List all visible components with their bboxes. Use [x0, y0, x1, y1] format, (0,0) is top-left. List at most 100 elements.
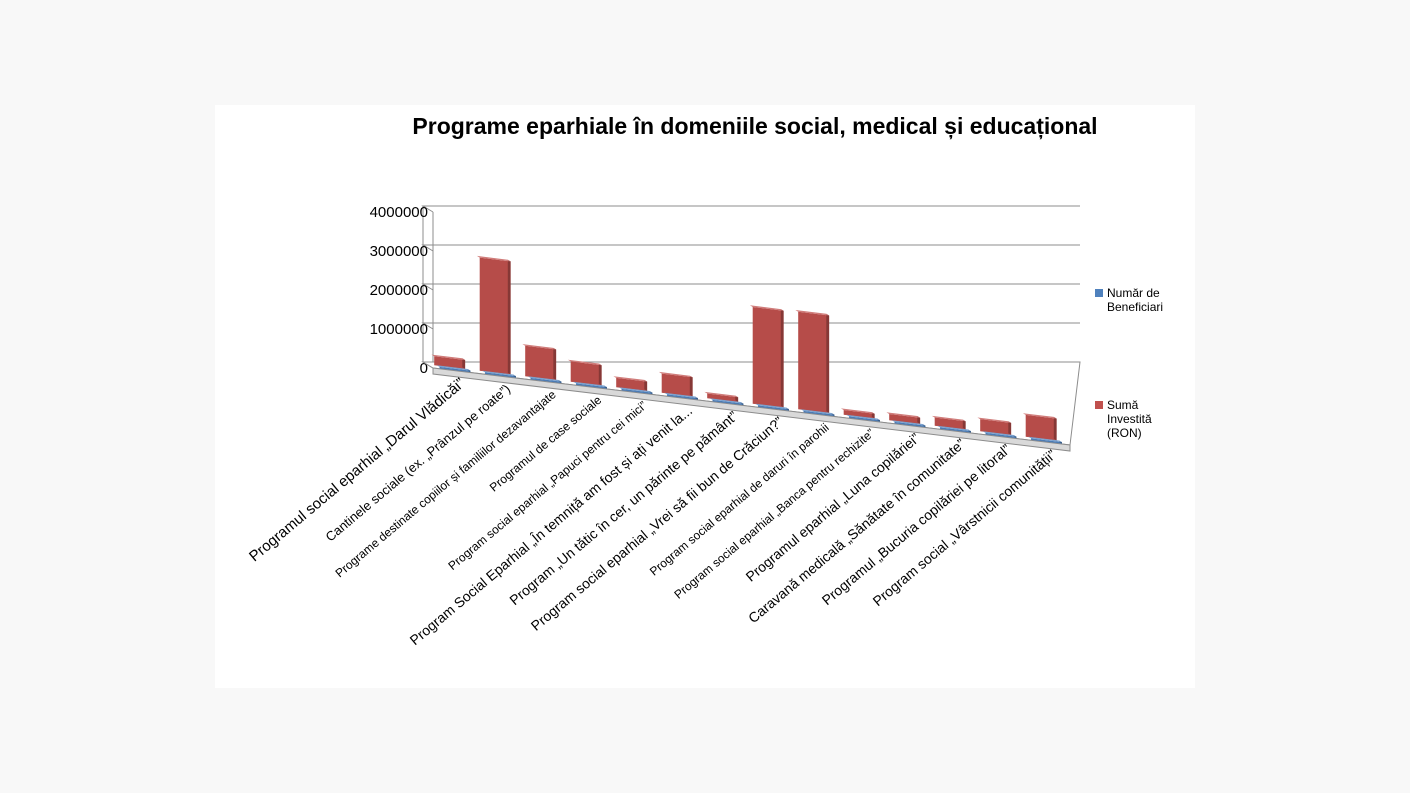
- bar-front-face: [843, 410, 875, 419]
- bar-side-face: [644, 379, 648, 391]
- bar-top-face: [704, 391, 739, 398]
- bar-front-face: [661, 373, 693, 397]
- bar: [749, 305, 784, 408]
- bar-top-face: [527, 376, 562, 382]
- bar: [709, 398, 744, 406]
- bar-top-face: [749, 305, 784, 311]
- bar: [704, 391, 739, 402]
- legend-swatch: [1095, 401, 1103, 409]
- bar-top-face: [891, 420, 926, 426]
- bar-front-face: [894, 421, 926, 428]
- bar: [613, 376, 648, 391]
- bar-top-face: [618, 387, 653, 393]
- bar: [1028, 436, 1062, 444]
- gridline: [421, 205, 1080, 213]
- y-tick-label: 4000000: [370, 204, 428, 221]
- bar: [658, 371, 693, 397]
- bar-top-face: [664, 392, 698, 399]
- bar: [482, 370, 516, 378]
- bar-top-face: [709, 398, 744, 404]
- bar-top-face: [482, 370, 516, 377]
- bar-front-face: [1031, 438, 1062, 444]
- bar-front-face: [798, 311, 830, 413]
- bar-front-face: [707, 393, 739, 402]
- bar: [664, 392, 698, 400]
- bar: [977, 417, 1012, 435]
- bar-front-face: [849, 416, 880, 422]
- grid-lines: [421, 205, 1080, 369]
- bar-side-face: [780, 309, 784, 408]
- bar: [573, 381, 607, 389]
- bar-front-face: [667, 394, 698, 400]
- y-tick-label: 1000000: [370, 321, 428, 338]
- bar-side-face: [462, 358, 466, 369]
- bar-front-face: [985, 432, 1017, 439]
- bar-top-face: [567, 359, 602, 366]
- bar-side-face: [917, 416, 921, 424]
- bar-front-face: [803, 410, 835, 417]
- bars-group: [431, 255, 1062, 444]
- bar-front-face: [616, 377, 648, 391]
- bar: [891, 420, 926, 428]
- bar-front-face: [980, 419, 1012, 435]
- bar-top-face: [840, 408, 875, 414]
- bar: [567, 359, 602, 386]
- floor-front-edge: [432, 367, 1071, 452]
- legend-item: Sumă Investită (RON): [1095, 398, 1152, 440]
- bar-front-face: [940, 427, 971, 433]
- bar-front-face: [439, 366, 471, 373]
- bar-side-face: [826, 313, 830, 413]
- x-category-label: Programul social eparhial „Darul Vlădică…: [246, 375, 468, 565]
- bar-front-face: [434, 356, 466, 369]
- bar-front-face: [530, 377, 562, 384]
- bar-side-face: [1053, 416, 1057, 441]
- gridline: [421, 322, 1080, 330]
- bar-top-face: [755, 403, 789, 410]
- bar-top-face: [846, 414, 880, 421]
- legend: Număr de Beneficiari Sumă Investită (RON): [1095, 286, 1163, 440]
- bar-front-face: [485, 372, 516, 378]
- bar-top-face: [795, 310, 830, 316]
- bar-top-face: [522, 344, 557, 350]
- bar-front-face: [758, 405, 789, 411]
- bar: [431, 354, 466, 369]
- legend-label: Număr de Beneficiari: [1107, 286, 1163, 314]
- bar: [937, 425, 971, 433]
- bar-front-face: [570, 361, 602, 386]
- bar: [436, 365, 471, 373]
- bar-side-face: [507, 259, 511, 375]
- bar-front-face: [525, 345, 557, 380]
- bar-front-face: [889, 414, 921, 424]
- bar-chart-3d: Programe eparhiale în domeniile social, …: [246, 113, 1163, 648]
- y-tick-label: 2000000: [370, 282, 428, 299]
- bar-front-face: [752, 307, 784, 408]
- chart-panel: Programe eparhiale în domeniile social, …: [215, 105, 1195, 688]
- bar-top-face: [1022, 413, 1057, 419]
- y-tick-label: 3000000: [370, 243, 428, 260]
- bar-front-face: [576, 383, 607, 389]
- bar-front-face: [479, 257, 511, 375]
- bar: [527, 376, 562, 384]
- bar: [618, 387, 653, 395]
- bar: [886, 412, 921, 424]
- x-category-label: Program social „Vârstnicii comunității”: [869, 446, 1059, 609]
- bar-front-face: [1025, 414, 1057, 441]
- bar: [795, 310, 830, 413]
- y-tick-label: 0: [420, 360, 428, 377]
- bar: [840, 408, 875, 419]
- bar: [522, 344, 557, 380]
- legend-swatch: [1095, 289, 1103, 297]
- bar-front-face: [712, 399, 744, 406]
- bar-top-face: [573, 381, 607, 388]
- bar: [755, 403, 789, 411]
- bar: [982, 431, 1017, 439]
- bar-top-face: [1028, 436, 1062, 443]
- bar-side-face: [598, 363, 602, 386]
- chart-title: Programe eparhiale în domeniile social, …: [412, 113, 1097, 140]
- bar-top-face: [613, 376, 648, 382]
- y-axis: 0 1000000 2000000 3000000 4000000: [370, 204, 428, 377]
- bar-top-face: [431, 354, 466, 360]
- bar-side-face: [689, 375, 693, 397]
- bar: [1022, 413, 1057, 441]
- bar-top-face: [886, 412, 921, 418]
